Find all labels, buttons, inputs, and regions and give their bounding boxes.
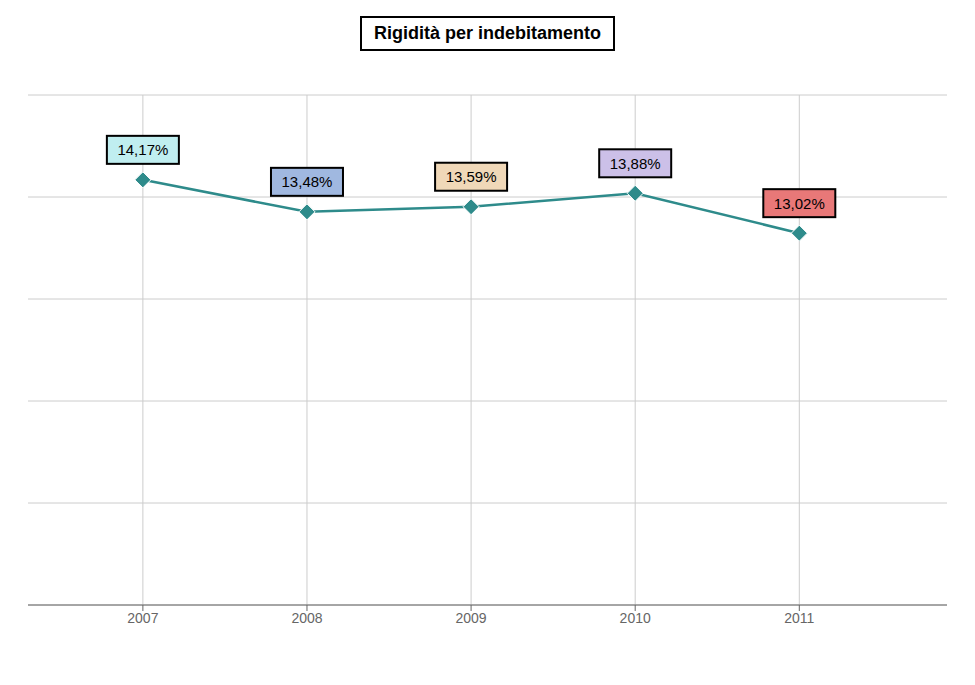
svg-text:2010: 2010: [620, 610, 651, 626]
svg-text:2009: 2009: [456, 610, 487, 626]
svg-text:13,48%: 13,48%: [282, 173, 333, 190]
svg-text:2011: 2011: [784, 610, 814, 626]
svg-text:2007: 2007: [127, 610, 158, 626]
html-text:Rigidità per indebitamento: Rigidità per indebitamento: [374, 23, 601, 43]
svg-text:2008: 2008: [291, 610, 322, 626]
svg-text:13,59%: 13,59%: [446, 168, 497, 185]
svg-text:14,17%: 14,17%: [117, 141, 168, 158]
svg-text:13,88%: 13,88%: [610, 155, 661, 172]
svg-text:13,02%: 13,02%: [774, 195, 825, 212]
